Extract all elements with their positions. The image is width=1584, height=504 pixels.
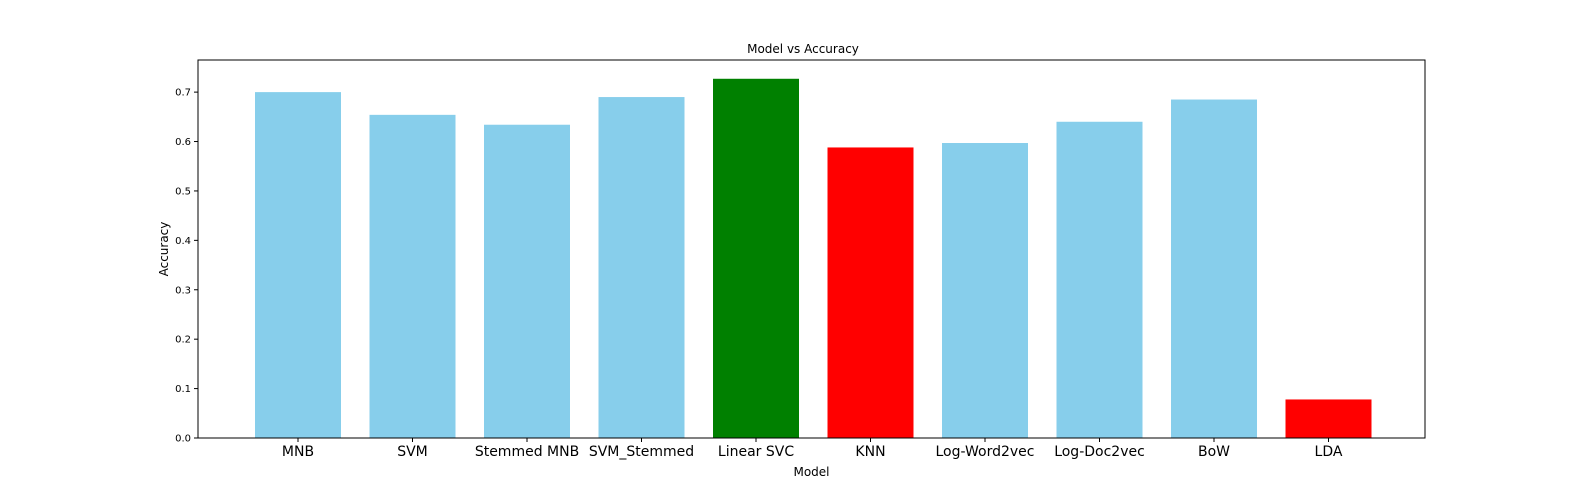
bar-mnb [255,92,341,438]
bar-knn [827,147,914,439]
y-tick-label: 0.6 [175,137,191,148]
bar-bow [1171,99,1257,438]
x-axis-label: Model [793,465,829,479]
bar-linear-svc [713,78,799,438]
y-tick-label: 0.1 [175,384,191,395]
x-tick-label: Linear SVC [718,444,794,460]
x-tick-label: LDA [1315,444,1343,460]
y-tick-label: 0.5 [175,186,191,197]
x-tick-label: BoW [1198,444,1230,460]
x-tick-label: MNB [282,444,314,460]
x-tick-label: Stemmed MNB [475,444,579,460]
x-tick-label: Log-Doc2vec [1054,444,1145,460]
x-tick-label: SVM [397,444,428,460]
plot-frame [197,59,1426,439]
y-axis-label: Accuracy [157,222,171,277]
chart-title: Model vs Accuracy [747,42,859,56]
bars-group [255,78,1372,439]
x-tick-label: SVM_Stemmed [589,444,694,460]
y-tick-label: 0.3 [175,285,191,296]
bar-svm-stemmed [598,97,685,438]
y-tick-label: 0.2 [175,335,191,346]
bar-log-word2vec [942,143,1028,438]
bar-log-doc2vec [1056,121,1143,438]
x-tick-label: KNN [855,444,885,460]
bar-stemmed-mnb [484,124,570,439]
bar-svm [369,114,456,439]
y-tick-label: 0.4 [175,236,191,247]
x-tick-label: Log-Word2vec [936,444,1035,460]
y-tick-label: 0.7 [175,88,191,99]
y-tick-label: 0.0 [175,434,191,445]
x-axis: MNB SVM Stemmed MNB SVM_Stemmed Linear SVC KN… [282,438,1343,460]
y-axis: 0.0 0.1 0.2 0.3 0.4 0.5 0.6 0.7 [175,88,198,445]
bar-lda [1285,399,1372,438]
